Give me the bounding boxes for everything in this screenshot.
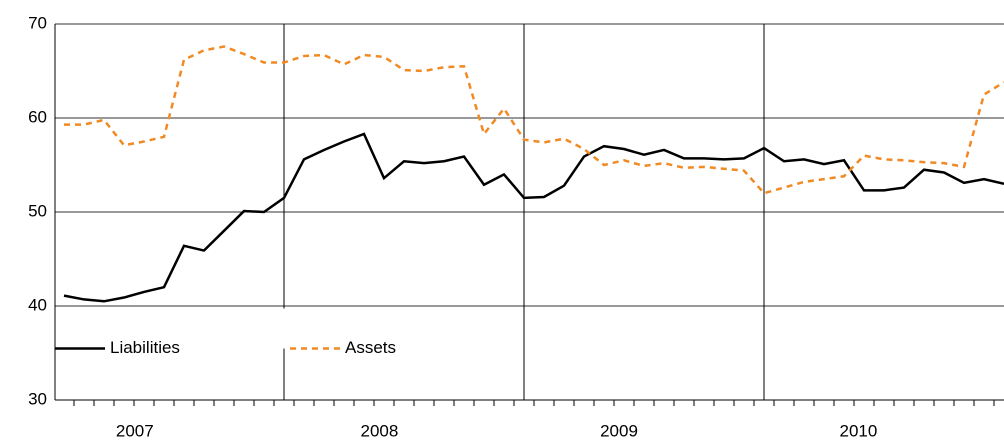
- x-tick-label: 2007: [116, 421, 154, 440]
- y-tick-label: 30: [28, 389, 47, 408]
- x-tick-label: 2009: [600, 421, 638, 440]
- legend-label: Liabilities: [110, 338, 180, 357]
- y-tick-label: 60: [28, 107, 47, 126]
- y-tick-label: 50: [28, 201, 47, 220]
- y-tick-label: 70: [28, 13, 47, 32]
- legend-label: Assets: [345, 338, 396, 357]
- legend-box: [56, 308, 451, 349]
- series-line: [64, 45, 1004, 195]
- x-tick-label: 2008: [360, 421, 398, 440]
- series-line: [63, 132, 1004, 303]
- x-tick-label: 2010: [839, 421, 877, 440]
- y-tick-label: 40: [28, 295, 47, 314]
